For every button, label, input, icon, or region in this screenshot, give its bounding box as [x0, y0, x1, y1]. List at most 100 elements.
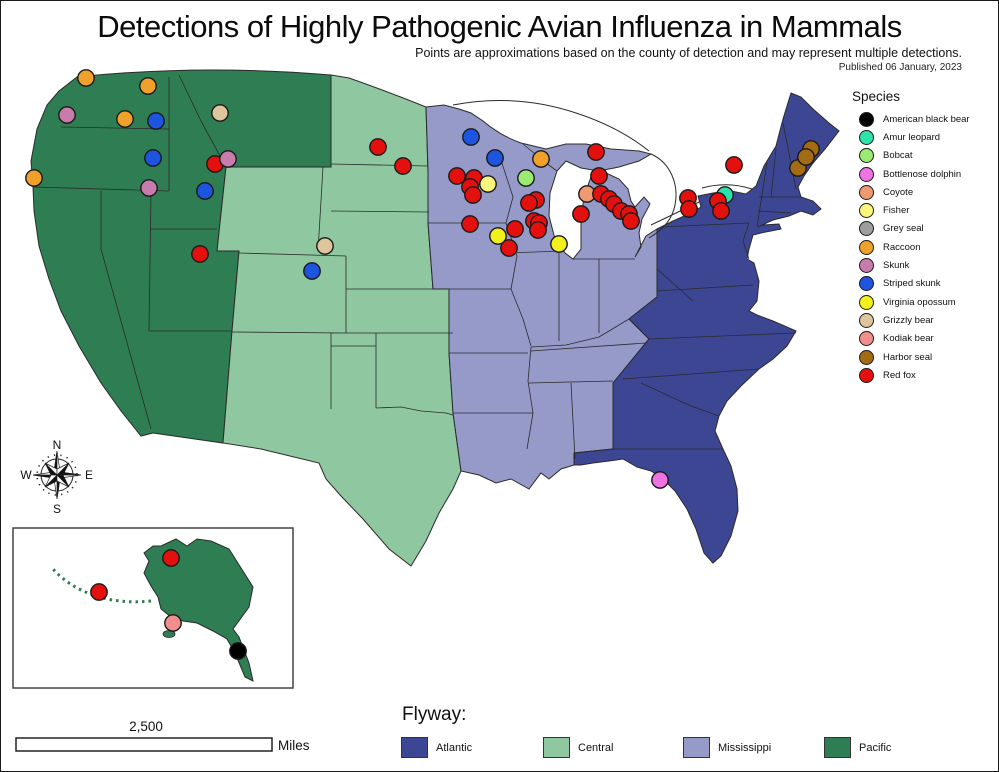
species-legend: Species American black bear Amur leopard B… [852, 89, 998, 384]
detection-point-red_fox [162, 549, 180, 567]
state-borders [32, 74, 801, 460]
species-legend-item-red_fox: Red fox [852, 366, 998, 384]
species-legend-item-bobcat: Bobcat [852, 147, 998, 165]
detection-point-striped_skunk [303, 262, 321, 280]
species-color-dot-raccoon [859, 239, 874, 255]
scale-distance: 2,500 [129, 719, 163, 734]
detection-point-red_fox [712, 202, 730, 220]
detection-point-american_black_bear [229, 642, 247, 660]
detection-point-red_fox [464, 186, 482, 204]
species-label: Striped skunk [883, 278, 941, 290]
detection-point-grizzly_bear [211, 104, 229, 122]
species-legend-item-grey_seal: Grey seal [852, 220, 998, 238]
species-color-dot-striped_skunk [859, 276, 874, 292]
detection-point-skunk [219, 150, 237, 168]
detection-point-red_fox [520, 194, 538, 212]
compass-n: N [53, 438, 62, 452]
species-label: Grey seal [883, 223, 924, 235]
detection-point-red_fox [622, 212, 640, 230]
detection-point-raccoon [532, 150, 550, 168]
species-label: Skunk [883, 260, 910, 272]
species-color-dot-american_black_bear [859, 111, 874, 127]
compass-rose: N S W E [20, 438, 93, 516]
species-color-dot-amur_leopard [859, 129, 874, 145]
species-color-dot-red_fox [859, 367, 874, 383]
detection-point-grizzly_bear [316, 237, 334, 255]
species-color-dot-grizzly_bear [859, 312, 874, 328]
species-color-dot-fisher [859, 203, 874, 219]
species-label: Amur leopard [883, 131, 941, 143]
detection-point-red_fox [506, 220, 524, 238]
species-legend-item-virginia_opossum: Virginia opossum [852, 293, 998, 311]
species-legend-item-kodiak_bear: Kodiak bear [852, 330, 998, 348]
species-legend-item-skunk: Skunk [852, 256, 998, 274]
detection-point-raccoon [116, 110, 134, 128]
detection-point-striped_skunk [462, 128, 480, 146]
detection-point-fisher [479, 175, 497, 193]
page-subtitle: Points are approximations based on the c… [415, 46, 962, 60]
detection-points-layer [25, 69, 820, 489]
aleutian-islands [51, 567, 152, 604]
detection-point-raccoon [25, 169, 43, 187]
species-label: American black bear [883, 113, 970, 125]
detection-point-red_fox [680, 200, 698, 218]
species-label: Grizzly bear [883, 314, 934, 326]
species-label: Red fox [883, 369, 916, 381]
species-label: Bottlenose dolphin [883, 168, 962, 180]
detection-point-raccoon [139, 77, 157, 95]
published-date: Published 06 January, 2023 [838, 62, 962, 73]
species-color-dot-virginia_opossum [859, 294, 874, 310]
detection-point-red_fox [90, 583, 108, 601]
detection-point-red_fox [587, 143, 605, 161]
scale-unit: Miles [278, 738, 310, 753]
compass-e: E [85, 468, 93, 482]
species-legend-item-striped_skunk: Striped skunk [852, 275, 998, 293]
species-legend-item-grizzly_bear: Grizzly bear [852, 311, 998, 329]
species-color-dot-kodiak_bear [859, 331, 874, 347]
detection-point-skunk [140, 179, 158, 197]
species-label: Virginia opossum [883, 296, 956, 308]
detection-point-skunk [58, 106, 76, 124]
species-legend-item-bottlenose_dolphin: Bottlenose dolphin [852, 165, 998, 183]
detection-point-red_fox [725, 156, 743, 174]
alaska-inset [12, 527, 294, 689]
species-legend-item-coyote: Coyote [852, 183, 998, 201]
detection-point-red_fox [448, 167, 466, 185]
detection-point-bobcat [517, 169, 535, 187]
detection-point-striped_skunk [486, 149, 504, 167]
species-label: Harbor seal [883, 351, 933, 363]
species-legend-item-raccoon: Raccoon [852, 238, 998, 256]
detection-point-red_fox [590, 167, 608, 185]
species-label: Coyote [883, 186, 914, 198]
species-color-dot-coyote [859, 184, 874, 200]
species-color-dot-bottlenose_dolphin [859, 166, 874, 182]
species-legend-item-fisher: Fisher [852, 201, 998, 219]
species-label: Kodiak bear [883, 333, 934, 345]
species-label: Bobcat [883, 150, 913, 162]
map-region-atlantic [573, 92, 840, 564]
detection-point-harbor_seal [797, 148, 815, 166]
compass-w: W [20, 468, 32, 482]
species-legend-item-amur_leopard: Amur leopard [852, 128, 998, 146]
species-color-dot-bobcat [859, 148, 874, 164]
detection-point-virginia_opossum [489, 227, 507, 245]
detection-point-striped_skunk [147, 112, 165, 130]
species-color-dot-grey_seal [859, 221, 874, 237]
species-legend-item-american_black_bear: American black bear [852, 110, 998, 128]
species-label: Fisher [883, 205, 910, 217]
species-color-dot-harbor_seal [859, 349, 874, 365]
detection-point-striped_skunk [196, 182, 214, 200]
detection-point-raccoon [77, 69, 95, 87]
compass-s: S [53, 502, 61, 516]
page-title: Detections of Highly Pathogenic Avian In… [97, 9, 902, 44]
detection-point-bottlenose_dolphin [651, 471, 669, 489]
scale-bar: 2,500 Miles [15, 719, 310, 753]
species-legend-item-harbor_seal: Harbor seal [852, 348, 998, 366]
detection-point-red_fox [394, 157, 412, 175]
detection-point-red_fox [572, 205, 590, 223]
detection-point-red_fox [500, 239, 518, 257]
species-label: Raccoon [883, 241, 921, 253]
detection-point-red_fox [369, 138, 387, 156]
